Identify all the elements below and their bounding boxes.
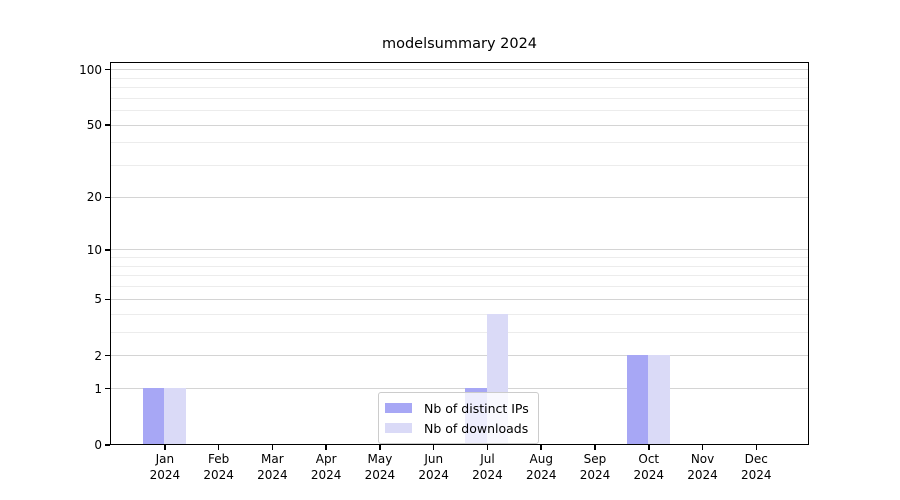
x-axis-tick [486, 445, 489, 450]
legend-entry: Nb of downloads [385, 418, 529, 438]
x-tick-month: Mar [261, 452, 284, 466]
plot-area [110, 62, 809, 445]
y-axis-tick [105, 354, 110, 357]
x-tick-year: 2024 [418, 468, 449, 482]
x-axis-tick-label: Jul 2024 [447, 451, 527, 483]
x-tick-year: 2024 [203, 468, 234, 482]
gridline-minor [111, 275, 808, 277]
gridline-major [111, 124, 808, 126]
x-axis-tick-label: Mar 2024 [232, 451, 312, 483]
gridline-major [111, 196, 808, 198]
x-tick-year: 2024 [472, 468, 503, 482]
x-axis-tick [648, 445, 650, 450]
x-tick-month: Oct [638, 452, 660, 466]
x-tick-year: 2024 [364, 468, 396, 482]
legend-label: Nb of distinct IPs [424, 400, 529, 416]
x-tick-year: 2024 [149, 468, 181, 482]
gridline-major [111, 355, 808, 357]
bar-distinct-ips [626, 355, 649, 445]
legend-swatch-distinct-ips [385, 403, 412, 413]
gridline-minor [111, 257, 808, 259]
y-axis-tick [105, 444, 110, 446]
gridline-major [111, 69, 808, 71]
x-axis-tick-label: May 2024 [340, 451, 420, 483]
x-axis-tick-label: Jun 2024 [394, 451, 474, 483]
gridline-minor [111, 142, 808, 144]
x-axis-tick [701, 445, 704, 450]
y-axis-tick-label: 0 [94, 438, 102, 452]
y-axis-tick [105, 387, 110, 390]
x-axis-tick [379, 445, 381, 450]
bar-downloads [164, 388, 186, 445]
y-axis-tick [105, 196, 110, 199]
x-tick-year: 2024 [741, 468, 772, 482]
gridline-major [111, 249, 808, 251]
y-axis-tick-label: 10 [86, 242, 102, 257]
gridline-minor [111, 97, 808, 99]
x-axis-tick-label: Dec 2024 [716, 451, 796, 483]
x-axis-tick-label: Apr 2024 [286, 451, 366, 483]
x-axis-tick [217, 445, 220, 450]
y-axis-tick [105, 298, 110, 301]
x-axis-tick-label: Oct 2024 [609, 451, 689, 483]
gridline-minor [111, 77, 808, 79]
legend-entry: Nb of distinct IPs [385, 398, 529, 418]
y-axis-tick-label: 5 [94, 292, 102, 307]
legend-label: Nb of downloads [424, 420, 529, 436]
x-axis-tick [432, 445, 435, 450]
x-tick-year: 2024 [687, 468, 718, 482]
x-tick-month: Feb [207, 452, 230, 466]
gridline-minor [111, 165, 808, 167]
x-tick-month: Aug [529, 452, 553, 466]
y-axis-tick [105, 249, 110, 251]
x-axis-tick [540, 445, 542, 450]
x-tick-month: Jan [155, 452, 175, 466]
x-tick-year: 2024 [525, 468, 557, 482]
chart-title: modelsummary 2024 [381, 36, 538, 52]
x-axis-tick-label: Sep 2024 [555, 451, 635, 483]
x-tick-month: Apr [315, 452, 337, 466]
y-axis-tick-label: 50 [86, 118, 102, 133]
y-axis-tick-label: 2 [94, 348, 102, 363]
x-tick-month: Nov [690, 452, 715, 466]
x-tick-month: Sep [583, 452, 607, 466]
y-axis-tick-label: 1 [94, 381, 102, 396]
x-tick-month: May [367, 452, 393, 466]
gridline-minor [111, 87, 808, 89]
y-axis-tick-label: 20 [86, 190, 102, 205]
gridline-minor [111, 331, 808, 333]
bar-distinct-ips [142, 388, 165, 445]
x-axis-tick-label: Feb 2024 [179, 451, 259, 483]
x-axis-tick [755, 445, 758, 450]
gridline-major [111, 388, 808, 390]
y-axis-tick [105, 68, 110, 71]
x-axis-tick [271, 445, 274, 450]
x-tick-month: Dec [744, 452, 768, 466]
gridline-minor [111, 110, 808, 112]
x-axis-tick [325, 445, 327, 450]
legend: Nb of distinct IPs Nb of downloads [378, 392, 539, 444]
x-tick-year: 2024 [257, 468, 288, 482]
x-axis-tick [594, 445, 596, 450]
x-tick-month: Jul [480, 452, 495, 466]
x-axis-tick-label: Aug 2024 [501, 451, 581, 483]
gridline-minor [111, 313, 808, 315]
x-axis-tick [164, 445, 166, 450]
x-tick-month: Jun [424, 452, 444, 466]
gridline-major [111, 298, 808, 300]
x-tick-year: 2024 [579, 468, 611, 482]
gridline-minor [111, 286, 808, 288]
bar-downloads [648, 355, 670, 445]
y-axis-tick-label: 100 [79, 62, 102, 77]
x-tick-year: 2024 [310, 468, 342, 482]
x-tick-year: 2024 [633, 468, 665, 482]
x-axis-tick-label: Nov 2024 [663, 451, 743, 483]
y-axis-tick [105, 124, 110, 126]
x-axis-tick-label: Jan 2024 [125, 451, 205, 483]
gridline-minor [111, 265, 808, 267]
legend-swatch-downloads [385, 423, 412, 433]
